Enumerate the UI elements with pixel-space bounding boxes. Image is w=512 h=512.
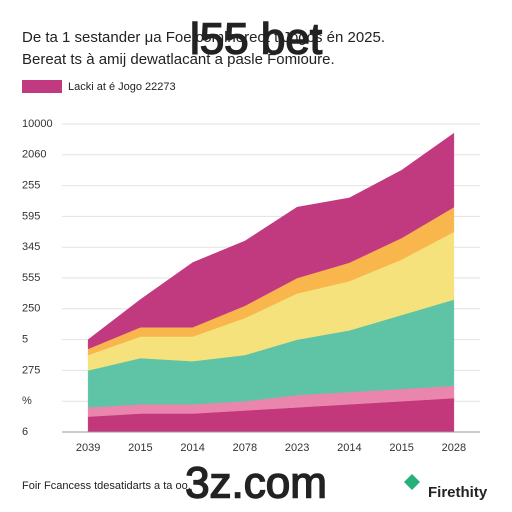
- area: [87, 132, 455, 350]
- legend-swatch: [22, 80, 62, 93]
- brand-logo: [404, 474, 420, 490]
- x-tick-label: 2014: [180, 442, 204, 454]
- y-tick-label: 345: [22, 241, 40, 253]
- watermark: l55 bet: [190, 15, 322, 64]
- y-tick-label: 275: [22, 364, 40, 376]
- x-tick-label: 2023: [285, 442, 309, 454]
- brand: Firethity: [428, 484, 488, 501]
- plot: 6% 275 5 250 555 345 595 255 2060 10000 2039 2015 20…: [22, 118, 480, 454]
- footer: Foir Fcancess tdesatidarts a ta oo.: [22, 480, 191, 492]
- y-tick-label: 10000: [22, 118, 53, 130]
- y-tick-label: 250: [22, 303, 40, 315]
- y-tick-label: 6: [22, 426, 28, 438]
- chart-title: De ta 1 sestander μa Foe comlhoreot t Jo…: [22, 29, 385, 46]
- y-tick-label: 2060: [22, 149, 46, 161]
- x-tick-label: 2078: [233, 442, 257, 454]
- x-tick-label: 2015: [128, 442, 152, 454]
- y-tick-label: 5: [22, 334, 28, 346]
- legend-label: Lacki at é Jogo 22273: [68, 81, 176, 93]
- x-tick-label: 2015: [389, 442, 413, 454]
- y-tick-label: %: [22, 395, 32, 407]
- x-tick-label: 2014: [337, 442, 361, 454]
- watermark: 3z.com: [185, 459, 327, 508]
- x-tick-label: 2028: [442, 442, 466, 454]
- y-tick-label: 595: [22, 210, 40, 222]
- y-tick-label: 555: [22, 272, 40, 284]
- chart-subtitle: Bereat ts à amij dewatlacant a pasle Fom…: [22, 51, 335, 68]
- y-tick-label: 255: [22, 180, 40, 192]
- x-tick-label: 2039: [76, 442, 100, 454]
